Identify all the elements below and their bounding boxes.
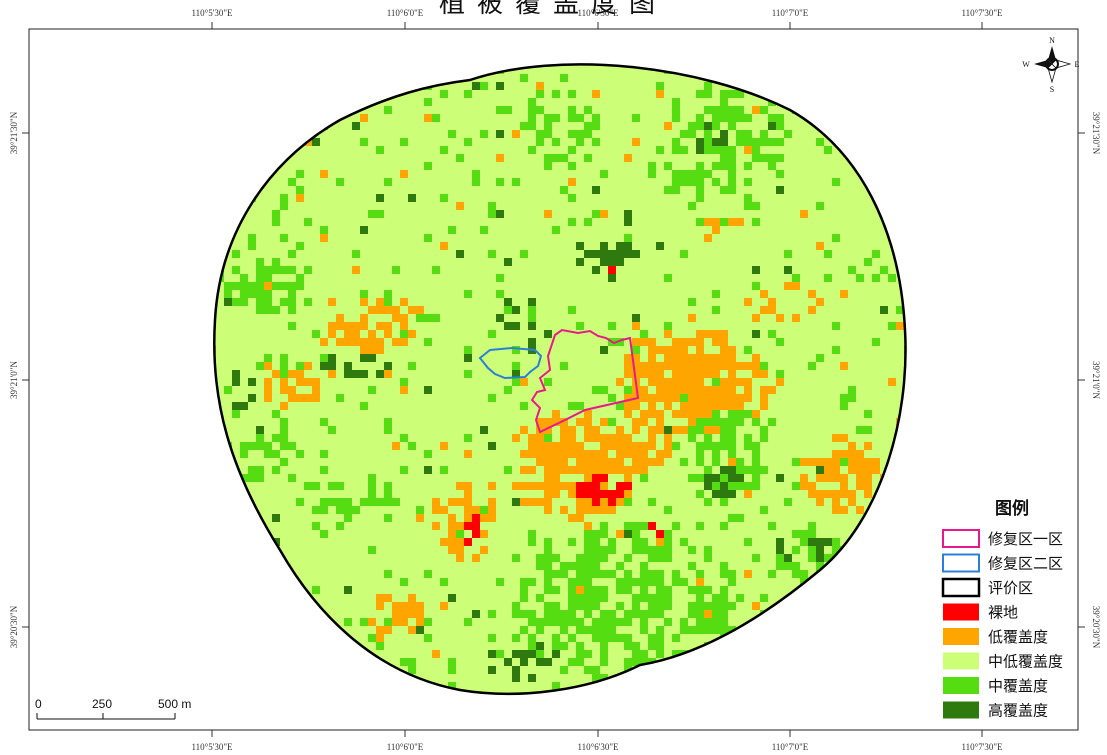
coord-bottom-5: 110°7'30"E bbox=[961, 742, 1003, 752]
coord-top-2: 110°6'0"E bbox=[387, 8, 424, 18]
legend-label-6: 中覆盖度 bbox=[988, 677, 1048, 695]
coord-left-2: 39°21'0"N bbox=[9, 361, 19, 399]
legend-swatch-5 bbox=[943, 652, 979, 670]
map-title: 植被覆盖度图 bbox=[439, 0, 667, 19]
left-coordinate-labels: 39°21'30"N 39°21'0"N 39°20'30"N bbox=[9, 111, 19, 648]
legend-swatch-0 bbox=[942, 529, 980, 548]
coord-left-3: 39°20'30"N bbox=[9, 605, 19, 648]
coord-right-2: 39°21'0"N bbox=[1091, 361, 1101, 399]
coord-top-5: 110°7'30"E bbox=[961, 8, 1003, 18]
coord-bottom-1: 110°5'30"E bbox=[191, 742, 233, 752]
compass-n: N bbox=[1049, 36, 1055, 45]
legend-label-7: 高覆盖度 bbox=[988, 702, 1048, 720]
scale-tick-0: 0 bbox=[35, 697, 42, 711]
vegetation-cover-raster bbox=[214, 64, 906, 694]
legend-label-1: 修复区二区 bbox=[988, 555, 1063, 573]
right-coordinate-labels: 39°21'30"N 39°21'0"N 39°20'30"N bbox=[1091, 112, 1101, 649]
coord-top-3: 110°6'30"E bbox=[577, 8, 619, 18]
legend-title: 图例 bbox=[995, 498, 1029, 519]
legend-label-2: 评价区 bbox=[988, 579, 1033, 597]
legend-label-5: 中低覆盖度 bbox=[988, 653, 1063, 671]
legend-swatch-3 bbox=[943, 603, 979, 621]
legend-label-4: 低覆盖度 bbox=[988, 628, 1048, 646]
legend-swatch-6 bbox=[943, 677, 979, 694]
bottom-coordinate-labels: 110°5'30"E 110°6'0"E 110°6'30"E 110°7'0"… bbox=[191, 742, 1003, 752]
compass-s: S bbox=[1050, 85, 1054, 94]
compass-e: E bbox=[1075, 60, 1080, 69]
coord-bottom-3: 110°6'30"E bbox=[577, 742, 619, 752]
coord-bottom-4: 110°7'0"E bbox=[772, 742, 809, 752]
north-arrow: N S E W bbox=[1022, 36, 1079, 94]
legend-swatch-7 bbox=[943, 701, 979, 719]
scale-tick-250: 250 bbox=[92, 697, 112, 711]
evaluation-area-boundary bbox=[213, 63, 907, 696]
compass-w: W bbox=[1022, 60, 1030, 69]
coord-top-4: 110°7'0"E bbox=[772, 8, 809, 18]
scale-bar: 0 250 500 m bbox=[35, 697, 191, 720]
legend-swatch-4 bbox=[943, 628, 979, 645]
legend-label-3: 裸地 bbox=[988, 604, 1018, 622]
legend-swatch-2 bbox=[941, 577, 981, 598]
coord-right-3: 39°20'30"N bbox=[1091, 606, 1101, 649]
top-coordinate-labels: 110°5'30"E 110°6'0"E 110°6'30"E 110°7'0"… bbox=[191, 8, 1003, 18]
coord-top-1: 110°5'30"E bbox=[191, 8, 233, 18]
coord-left-1: 39°21'30"N bbox=[9, 111, 19, 154]
coord-bottom-2: 110°6'0"E bbox=[387, 742, 424, 752]
legend-swatch-1 bbox=[942, 553, 980, 573]
frame-ticks bbox=[22, 22, 1085, 737]
restoration-zone-1-boundary bbox=[530, 328, 640, 434]
map-frame bbox=[28, 28, 1079, 731]
restoration-zone-2-boundary bbox=[478, 346, 543, 380]
legend-label-0: 修复区一区 bbox=[988, 530, 1063, 548]
scale-tick-500: 500 m bbox=[158, 697, 191, 711]
coord-right-1: 39°21'30"N bbox=[1091, 112, 1101, 155]
